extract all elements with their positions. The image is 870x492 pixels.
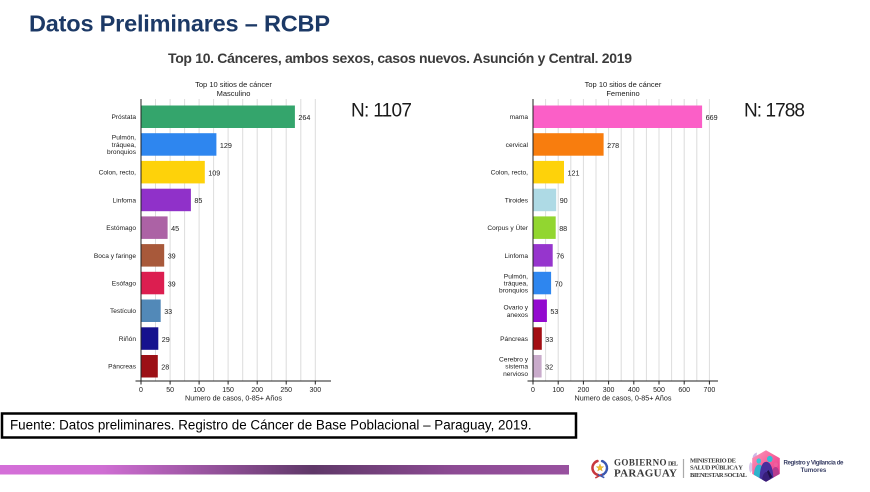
- svg-text:Colon, recto,: Colon, recto,: [491, 170, 529, 177]
- svg-text:76: 76: [556, 252, 564, 261]
- svg-text:32: 32: [545, 363, 553, 372]
- svg-text:129: 129: [220, 141, 232, 150]
- svg-text:Top 10 sitios de cáncer: Top 10 sitios de cáncer: [195, 80, 272, 89]
- svg-text:cervical: cervical: [506, 142, 529, 149]
- svg-text:45: 45: [171, 224, 179, 233]
- svg-text:Colon, recto,: Colon, recto,: [99, 170, 137, 177]
- svg-text:Ovario y: Ovario y: [503, 305, 528, 312]
- svg-text:100: 100: [552, 387, 564, 394]
- svg-text:669: 669: [706, 113, 718, 122]
- svg-text:264: 264: [298, 113, 310, 122]
- svg-text:39: 39: [168, 252, 176, 261]
- svg-text:39: 39: [168, 279, 176, 288]
- svg-text:bronquios: bronquios: [499, 288, 529, 295]
- svg-text:700: 700: [704, 387, 716, 394]
- svg-text:Boca y faringe: Boca y faringe: [94, 253, 136, 260]
- svg-text:Páncreas: Páncreas: [108, 364, 137, 371]
- svg-text:Femenino: Femenino: [606, 89, 639, 98]
- svg-text:278: 278: [607, 141, 619, 150]
- svg-text:Riñón: Riñón: [119, 336, 137, 343]
- svg-text:88: 88: [559, 224, 567, 233]
- svg-text:bronquios: bronquios: [107, 149, 137, 156]
- svg-text:33: 33: [164, 307, 172, 316]
- svg-text:85: 85: [194, 196, 202, 205]
- svg-text:Pulmón,: Pulmón,: [504, 273, 528, 280]
- svg-text:Linfoma: Linfoma: [505, 253, 529, 260]
- svg-text:Próstata: Próstata: [111, 114, 136, 121]
- svg-text:Corpus y Úter: Corpus y Úter: [487, 223, 528, 232]
- svg-text:Páncreas: Páncreas: [500, 336, 529, 343]
- svg-text:100: 100: [193, 387, 205, 394]
- svg-text:28: 28: [161, 363, 169, 372]
- svg-text:Numero de casos, 0-85+ Años: Numero de casos, 0-85+ Años: [575, 394, 672, 403]
- svg-text:Fuente: Datos preliminares. Re: Fuente: Datos preliminares. Registro de …: [10, 418, 532, 433]
- svg-text:Cerebro y: Cerebro y: [499, 356, 529, 363]
- svg-text:Top 10. Cánceres, ambos sexos,: Top 10. Cánceres, ambos sexos, casos nue…: [168, 50, 632, 66]
- svg-text:Masculino: Masculino: [217, 89, 251, 98]
- svg-text:Linfoma: Linfoma: [113, 197, 137, 204]
- svg-text:Tiroides: Tiroides: [505, 197, 529, 204]
- svg-text:N: 1788: N: 1788: [744, 101, 805, 122]
- svg-text:tráquea,: tráquea,: [504, 281, 528, 288]
- svg-text:SALUD PÚBLICA Y: SALUD PÚBLICA Y: [690, 464, 743, 472]
- svg-text:BIENESTAR SOCIAL: BIENESTAR SOCIAL: [690, 472, 748, 479]
- svg-text:nervioso: nervioso: [503, 371, 528, 378]
- svg-text:200: 200: [578, 387, 590, 394]
- svg-text:70: 70: [555, 279, 563, 288]
- svg-text:0: 0: [139, 387, 143, 394]
- svg-text:Estómago: Estómago: [106, 225, 136, 232]
- svg-text:121: 121: [568, 169, 580, 178]
- svg-text:0: 0: [531, 387, 535, 394]
- svg-text:600: 600: [678, 387, 690, 394]
- svg-text:mama: mama: [510, 114, 529, 121]
- svg-text:90: 90: [560, 196, 568, 205]
- svg-text:300: 300: [603, 387, 615, 394]
- svg-text:300: 300: [309, 387, 321, 394]
- svg-text:PARAGUAY: PARAGUAY: [614, 468, 677, 480]
- svg-text:Tumores: Tumores: [801, 467, 827, 474]
- svg-text:N: 1107: N: 1107: [351, 101, 412, 122]
- svg-text:109: 109: [208, 169, 220, 178]
- svg-text:Pulmón,: Pulmón,: [112, 135, 136, 142]
- svg-text:MINISTERIO DE: MINISTERIO DE: [690, 457, 736, 464]
- svg-text:Numero de casos, 0-85+ Años: Numero de casos, 0-85+ Años: [185, 394, 282, 403]
- svg-text:Top 10 sitios de cáncer: Top 10 sitios de cáncer: [585, 80, 662, 89]
- svg-text:Datos Preliminares – RCBP: Datos Preliminares – RCBP: [29, 11, 330, 37]
- svg-text:tráquea,: tráquea,: [112, 142, 136, 149]
- svg-text:DEL: DEL: [668, 462, 678, 468]
- svg-text:sistema: sistema: [505, 364, 528, 371]
- svg-text:Testículo: Testículo: [110, 308, 136, 315]
- svg-text:Esófago: Esófago: [112, 281, 137, 288]
- svg-text:53: 53: [550, 307, 558, 316]
- svg-text:anexos: anexos: [507, 312, 529, 319]
- svg-text:29: 29: [162, 335, 170, 344]
- svg-text:200: 200: [251, 387, 263, 394]
- svg-text:500: 500: [653, 387, 665, 394]
- svg-text:33: 33: [545, 335, 553, 344]
- svg-text:250: 250: [280, 387, 292, 394]
- svg-text:50: 50: [166, 387, 174, 394]
- svg-text:150: 150: [222, 387, 234, 394]
- svg-text:400: 400: [628, 387, 640, 394]
- svg-text:GOBIERNO: GOBIERNO: [614, 458, 667, 468]
- svg-text:Registro y Vigilancia de: Registro y Vigilancia de: [784, 459, 845, 466]
